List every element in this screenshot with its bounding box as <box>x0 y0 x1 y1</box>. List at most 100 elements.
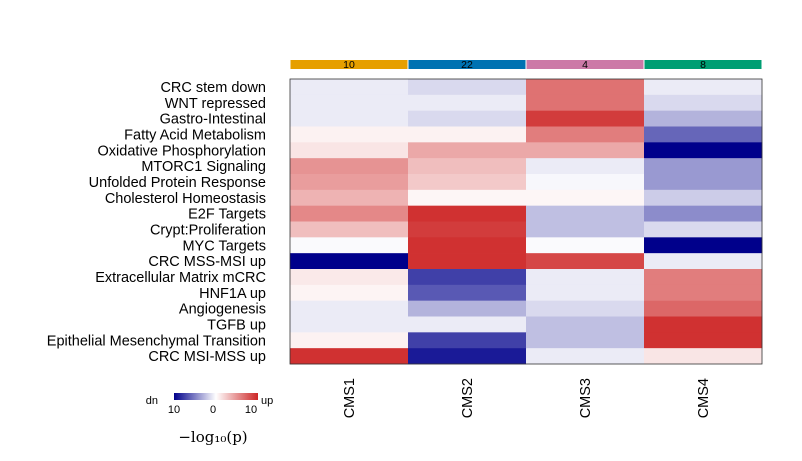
heatmap-cell <box>644 316 763 333</box>
heatmap-frame <box>289 78 763 365</box>
column-count-cms2: 22 <box>461 59 473 71</box>
row-label: Unfolded Protein Response <box>89 175 266 191</box>
column-annotation-bars: 10 22 4 8 <box>290 59 762 71</box>
heatmap-cell <box>408 174 527 191</box>
column-bar-cms1 <box>290 60 408 69</box>
heatmap-cell <box>408 142 527 159</box>
heatmap-cell <box>408 269 527 286</box>
heatmap-cell <box>290 348 409 365</box>
heatmap-cell <box>644 205 763 222</box>
heatmap-cell <box>526 142 645 159</box>
heatmap-cell <box>644 142 763 159</box>
heatmap-cell <box>408 79 527 96</box>
column-count-cms1: 10 <box>343 59 355 71</box>
heatmap-cell <box>644 253 763 270</box>
heatmap-cell <box>408 332 527 349</box>
row-label: CRC MSS-MSI up <box>148 254 266 270</box>
column-count-cms4: 8 <box>700 59 706 71</box>
heatmap-cell <box>408 237 527 254</box>
heatmap-cell <box>526 221 645 238</box>
heatmap-cell <box>644 332 763 349</box>
heatmap-cell <box>644 269 763 286</box>
column-label-cms4: CMS4 <box>696 378 712 418</box>
row-label: Oxidative Phosphorylation <box>98 143 266 159</box>
heatmap-cell <box>644 300 763 317</box>
legend-title: −log₁₀(p) <box>178 428 247 446</box>
heatmap-cell <box>290 79 409 96</box>
heatmap-cell <box>290 332 409 349</box>
heatmap-cell <box>526 158 645 175</box>
heatmap-cell <box>526 269 645 286</box>
row-label: TGFB up <box>207 317 266 333</box>
legend-tick-low: 10 <box>168 404 180 416</box>
heatmap-cell <box>290 174 409 191</box>
heatmap-cell <box>644 237 763 254</box>
heatmap-cell <box>290 284 409 301</box>
heatmap-cell <box>408 284 527 301</box>
heatmap-cell <box>526 126 645 143</box>
heatmap-cells <box>290 79 763 365</box>
heatmap-cell <box>644 284 763 301</box>
heatmap-cell <box>644 126 763 143</box>
heatmap-cell <box>526 253 645 270</box>
heatmap-cell <box>290 189 409 206</box>
heatmap-cell <box>408 205 527 222</box>
legend-tick-high: 10 <box>245 404 257 416</box>
heatmap-cell <box>290 94 409 111</box>
heatmap-cell <box>526 174 645 191</box>
heatmap-cell <box>290 269 409 286</box>
heatmap-cell <box>408 94 527 111</box>
heatmap-cell <box>526 110 645 127</box>
legend-gradient-bar <box>174 393 258 400</box>
heatmap-cell <box>526 284 645 301</box>
row-label: Extracellular Matrix mCRC <box>95 270 266 286</box>
legend-tick-mid: 0 <box>210 404 216 416</box>
heatmap-cell <box>644 189 763 206</box>
column-label-cms3: CMS3 <box>578 378 594 418</box>
row-label: CRC stem down <box>160 80 266 96</box>
row-label: HNF1A up <box>199 286 266 302</box>
heatmap-cell <box>408 110 527 127</box>
heatmap-cell <box>644 110 763 127</box>
heatmap-cell <box>526 79 645 96</box>
legend-low-label: dn <box>146 395 158 407</box>
heatmap-cell <box>290 253 409 270</box>
heatmap-cell <box>290 126 409 143</box>
column-label-cms1: CMS1 <box>342 378 358 418</box>
heatmap-cell <box>408 348 527 365</box>
heatmap-cell <box>526 205 645 222</box>
column-bar-cms4 <box>644 60 762 69</box>
row-label: Epithelial Mesenchymal Transition <box>47 333 266 349</box>
heatmap-cell <box>644 79 763 96</box>
heatmap-cell <box>290 205 409 222</box>
heatmap-cell <box>644 158 763 175</box>
heatmap-cell <box>408 221 527 238</box>
row-label: Angiogenesis <box>179 302 266 318</box>
heatmap-cell <box>526 94 645 111</box>
heatmap-cell <box>526 316 645 333</box>
row-label: Gastro-Intestinal <box>160 112 266 128</box>
row-label: Crypt:Proliferation <box>150 222 266 238</box>
heatmap-cell <box>408 316 527 333</box>
row-label: WNT repressed <box>165 96 266 112</box>
column-count-cms3: 4 <box>582 59 588 71</box>
heatmap-cell <box>644 348 763 365</box>
heatmap-cell <box>526 237 645 254</box>
heatmap-cell <box>290 221 409 238</box>
heatmap-cell <box>408 126 527 143</box>
column-bar-cms3 <box>526 60 644 69</box>
heatmap-cell <box>644 94 763 111</box>
heatmap-cell <box>408 158 527 175</box>
heatmap-cell <box>290 300 409 317</box>
heatmap-cell <box>644 174 763 191</box>
heatmap-cell <box>526 189 645 206</box>
color-legend: dn up 10 0 10 −log₁₀(p) <box>146 393 273 446</box>
row-label: CRC MSI-MSS up <box>148 349 266 365</box>
row-label: Cholesterol Homeostasis <box>105 191 266 207</box>
heatmap-cell <box>408 300 527 317</box>
row-label: MTORC1 Signaling <box>141 159 266 175</box>
column-labels: CMS1 CMS2 CMS3 CMS4 <box>342 378 712 418</box>
heatmap-cell <box>290 237 409 254</box>
